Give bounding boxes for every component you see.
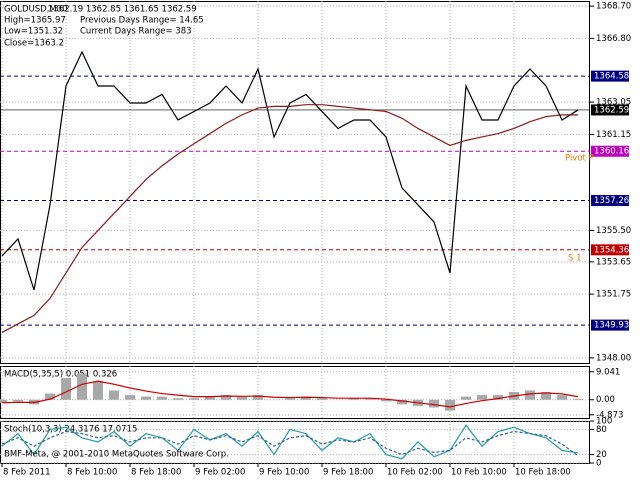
x-tick-label: 8 Feb 2011 [3, 468, 51, 478]
y-tick-label: 80 [596, 425, 607, 435]
x-tick-label: 10 Feb 10:00 [451, 468, 507, 478]
histogram-bar [317, 398, 327, 400]
histogram-bar [493, 395, 503, 400]
x-tick-label: 9 Feb 10:00 [259, 468, 309, 478]
histogram-bar [189, 398, 199, 400]
histogram-bar [173, 398, 183, 400]
histogram-bar [205, 396, 215, 400]
signal-line [1, 380, 579, 408]
price-level-box [591, 195, 629, 207]
histogram-bar [525, 390, 535, 400]
y-tick-label: 100 [596, 417, 612, 427]
y-tick-label: -4.873 [596, 410, 623, 420]
info-text: High=1365.97 [4, 16, 66, 26]
series-line [1, 104, 578, 333]
histogram-bar [77, 373, 87, 400]
histogram-bar [573, 398, 583, 400]
histogram-bar [221, 395, 231, 400]
histogram-bar [237, 396, 247, 400]
y-tick-label: 1366.80 [596, 34, 631, 44]
histogram-bar [61, 378, 71, 400]
histogram-bar [141, 396, 151, 400]
price-level-label: 1357.26 [594, 196, 629, 206]
histogram-bar [285, 398, 295, 400]
histogram-bar [301, 396, 311, 400]
y-tick-label: 1368.70 [596, 2, 631, 12]
pivot-label: Pivot P [565, 154, 594, 164]
y-tick-label: 1348.00 [596, 353, 631, 363]
histogram-bar [365, 398, 375, 400]
histogram-bar [397, 399, 407, 405]
x-tick-label: 8 Feb 10:00 [67, 468, 117, 478]
histogram-bar [93, 381, 103, 400]
histogram-bar [461, 396, 471, 400]
price-level-box [591, 70, 629, 82]
x-tick-label: 9 Feb 18:00 [323, 468, 373, 478]
panel-frame [0, 366, 590, 419]
histogram-bar [429, 399, 439, 408]
histogram-bar [13, 399, 23, 402]
histogram-bar [125, 395, 135, 400]
panel-title: MACD(5,35,5) 0.051 0.326 [4, 370, 117, 380]
price-level-label: 1360.16 [594, 147, 629, 157]
pivot-label: S 1 [568, 254, 582, 264]
panel-title: GOLDUSD,M30 [4, 5, 68, 15]
price-level-label: 1362.59 [594, 105, 629, 115]
panel-frame [0, 1, 590, 364]
info-text: Current Days Range= 383 [80, 27, 192, 37]
panel-title: Stoch(10,3,3) 24.3176 17.0715 [4, 425, 137, 435]
histogram-bar [349, 398, 359, 400]
y-tick-label: 1351.75 [596, 290, 631, 300]
histogram-bar [0, 399, 7, 403]
x-tick-label: 9 Feb 02:00 [195, 468, 245, 478]
series-line [1, 50, 579, 291]
histogram-bar [445, 399, 455, 411]
y-tick-label: 1363.05 [596, 98, 631, 108]
histogram-bar [557, 395, 567, 400]
footer-text: BMF-Meta, @ 2001-2010 MetaQuotes Softwar… [4, 450, 229, 460]
price-level-box [591, 319, 629, 331]
price-level-label: 1364.58 [594, 72, 629, 82]
info-text: 1362.19 1362.85 1361.65 1362.59 [48, 5, 197, 15]
histogram-bar [477, 395, 487, 400]
histogram-bar [253, 395, 263, 400]
x-tick-label: 10 Feb 02:00 [387, 468, 443, 478]
y-tick-label: 1355.50 [596, 226, 631, 236]
histogram-bar [541, 392, 551, 400]
histogram-bar [381, 399, 391, 402]
histogram-bar [45, 393, 55, 400]
y-tick-label: 0 [596, 459, 601, 469]
y-tick-label: 9.041 [596, 367, 620, 377]
series-line [1, 424, 579, 460]
info-text: Close=1363.2 [4, 39, 64, 49]
info-text: Previous Days Range= 14.65 [80, 16, 204, 26]
series-line [1, 430, 579, 457]
price-level-box [591, 244, 629, 256]
histogram-bar [109, 390, 119, 400]
x-tick-label: 10 Feb 18:00 [515, 468, 571, 478]
price-level-label: 1349.93 [594, 321, 629, 331]
y-tick-label: 20 [596, 450, 607, 460]
y-tick-label: 1353.65 [596, 257, 631, 267]
y-tick-label: 1361.15 [596, 130, 631, 140]
price-level-box [591, 104, 629, 116]
y-tick-label: 0.00 [596, 395, 615, 405]
histogram-bar [157, 396, 167, 400]
info-text: Low=1351.32 [4, 27, 63, 37]
x-tick-label: 8 Feb 18:00 [131, 468, 181, 478]
price-level-label: 1354.36 [594, 245, 629, 255]
price-level-box [591, 145, 629, 157]
